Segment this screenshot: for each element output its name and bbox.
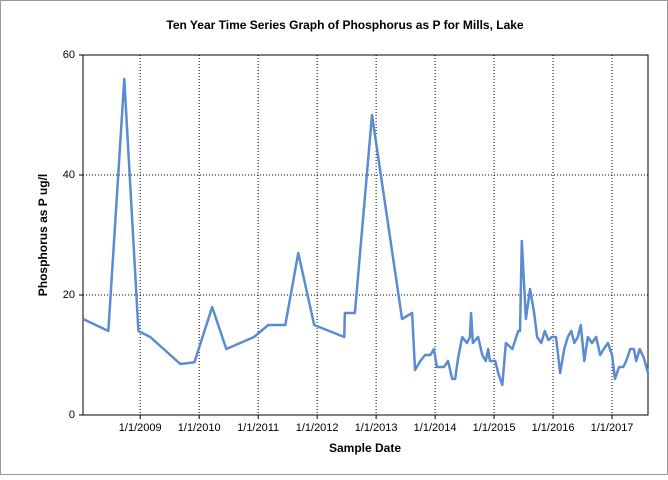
- y-axis-label: Phosphorus as P ug/l: [36, 174, 50, 296]
- y-tick-label: 60: [63, 49, 75, 61]
- x-tick-label: 1/1/2017: [591, 422, 634, 434]
- chart-title: Ten Year Time Series Graph of Phosphorus…: [166, 18, 524, 32]
- x-tick-label: 1/1/2012: [296, 422, 339, 434]
- y-tick-label: 40: [63, 169, 75, 181]
- x-tick-label: 1/1/2016: [532, 422, 575, 434]
- y-tick-label: 20: [63, 289, 75, 301]
- x-tick-label: 1/1/2013: [355, 422, 398, 434]
- x-tick-label: 1/1/2011: [237, 422, 279, 434]
- x-tick-label: 1/1/2009: [119, 422, 162, 434]
- x-tick-label: 1/1/2014: [414, 422, 457, 434]
- x-tick-label: 1/1/2010: [178, 422, 221, 434]
- plot-area: [82, 54, 649, 416]
- x-tick-label: 1/1/2015: [473, 422, 516, 434]
- y-tick-label: 0: [69, 409, 75, 421]
- data-line: [82, 77, 650, 387]
- x-axis-label: Sample Date: [329, 441, 401, 455]
